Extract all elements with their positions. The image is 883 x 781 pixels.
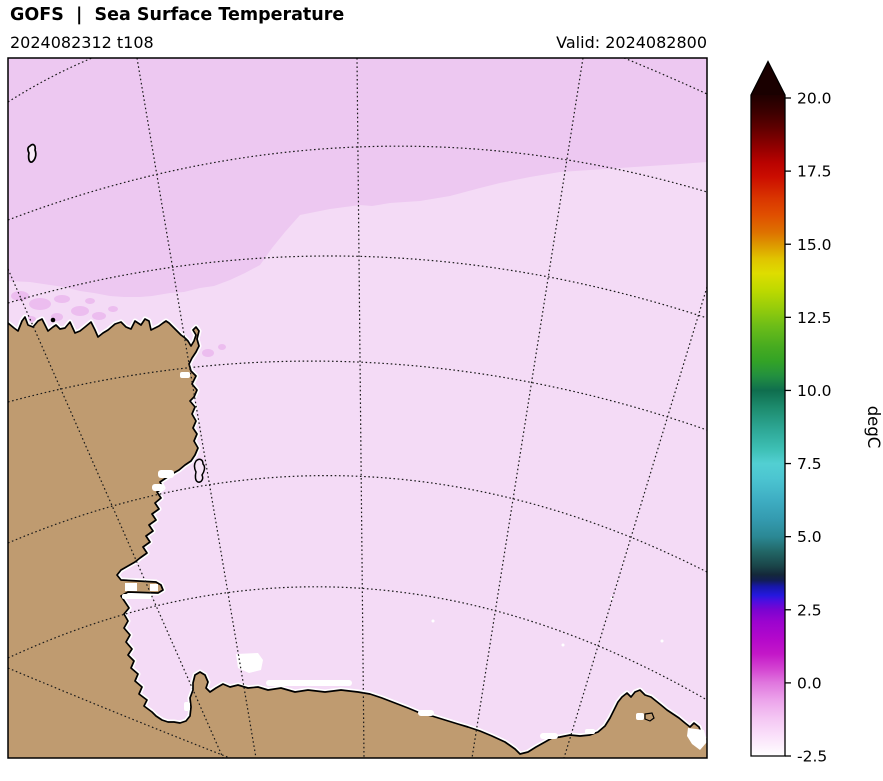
colorbar-ticks: 20.0 17.5 15.0 12.5 10.0 7.5 5.0 2.5 0.0 -2.5 <box>785 90 832 766</box>
map-panel <box>8 58 707 758</box>
colorbar-unit-label: degC <box>864 406 883 449</box>
latitude-arc <box>8 58 93 103</box>
colorbar-tick-label: 0.0 <box>797 674 822 692</box>
figure-title: GOFS | Sea Surface Temperature <box>10 5 345 25</box>
latitude-arc <box>8 475 707 573</box>
model-run-label: 2024082312 t108 <box>10 33 154 52</box>
latitude-arc <box>8 360 707 431</box>
latitude-arc <box>8 145 707 221</box>
colorbar-tick-label: 10.0 <box>797 382 832 400</box>
colorbar-gradient-bar <box>751 95 785 756</box>
colorbar-extend-arrow <box>751 61 785 95</box>
latitude-arc <box>8 586 707 701</box>
meridian-line <box>8 268 224 758</box>
colorbar-tick-label: 20.0 <box>797 90 832 108</box>
colorbar-outline <box>750 60 786 757</box>
warm-band <box>8 58 707 297</box>
islet-southeast <box>644 712 655 722</box>
meridian-line <box>471 58 584 758</box>
colorbar-tick-label: 2.5 <box>797 601 822 619</box>
colorbar: 20.0 17.5 15.0 12.5 10.0 7.5 5.0 2.5 0.0 -2.5 deg… <box>750 60 883 766</box>
valid-time-label: Valid: 2024082800 <box>556 33 707 52</box>
sea-ice-patches <box>122 372 707 750</box>
colorbar-tick-label: 5.0 <box>797 528 822 546</box>
colorbar-tick-label: -2.5 <box>797 748 827 766</box>
meridian-line <box>8 667 231 758</box>
colorbar-tick-label: 7.5 <box>797 455 822 473</box>
meridian-line <box>356 58 365 758</box>
colorbar-tick-label: 17.5 <box>797 163 832 181</box>
landmass <box>8 317 707 758</box>
colorbar-tick-label: 15.0 <box>797 236 832 254</box>
latitude-arc <box>623 58 707 95</box>
islet-dot <box>50 317 56 323</box>
coastline <box>8 316 707 755</box>
map-frame <box>7 57 708 759</box>
island-coastal <box>193 458 206 483</box>
graticule <box>8 58 707 758</box>
colorbar-tick-label: 12.5 <box>797 309 832 327</box>
latitude-arc <box>8 255 707 319</box>
island-northwest <box>27 143 37 163</box>
